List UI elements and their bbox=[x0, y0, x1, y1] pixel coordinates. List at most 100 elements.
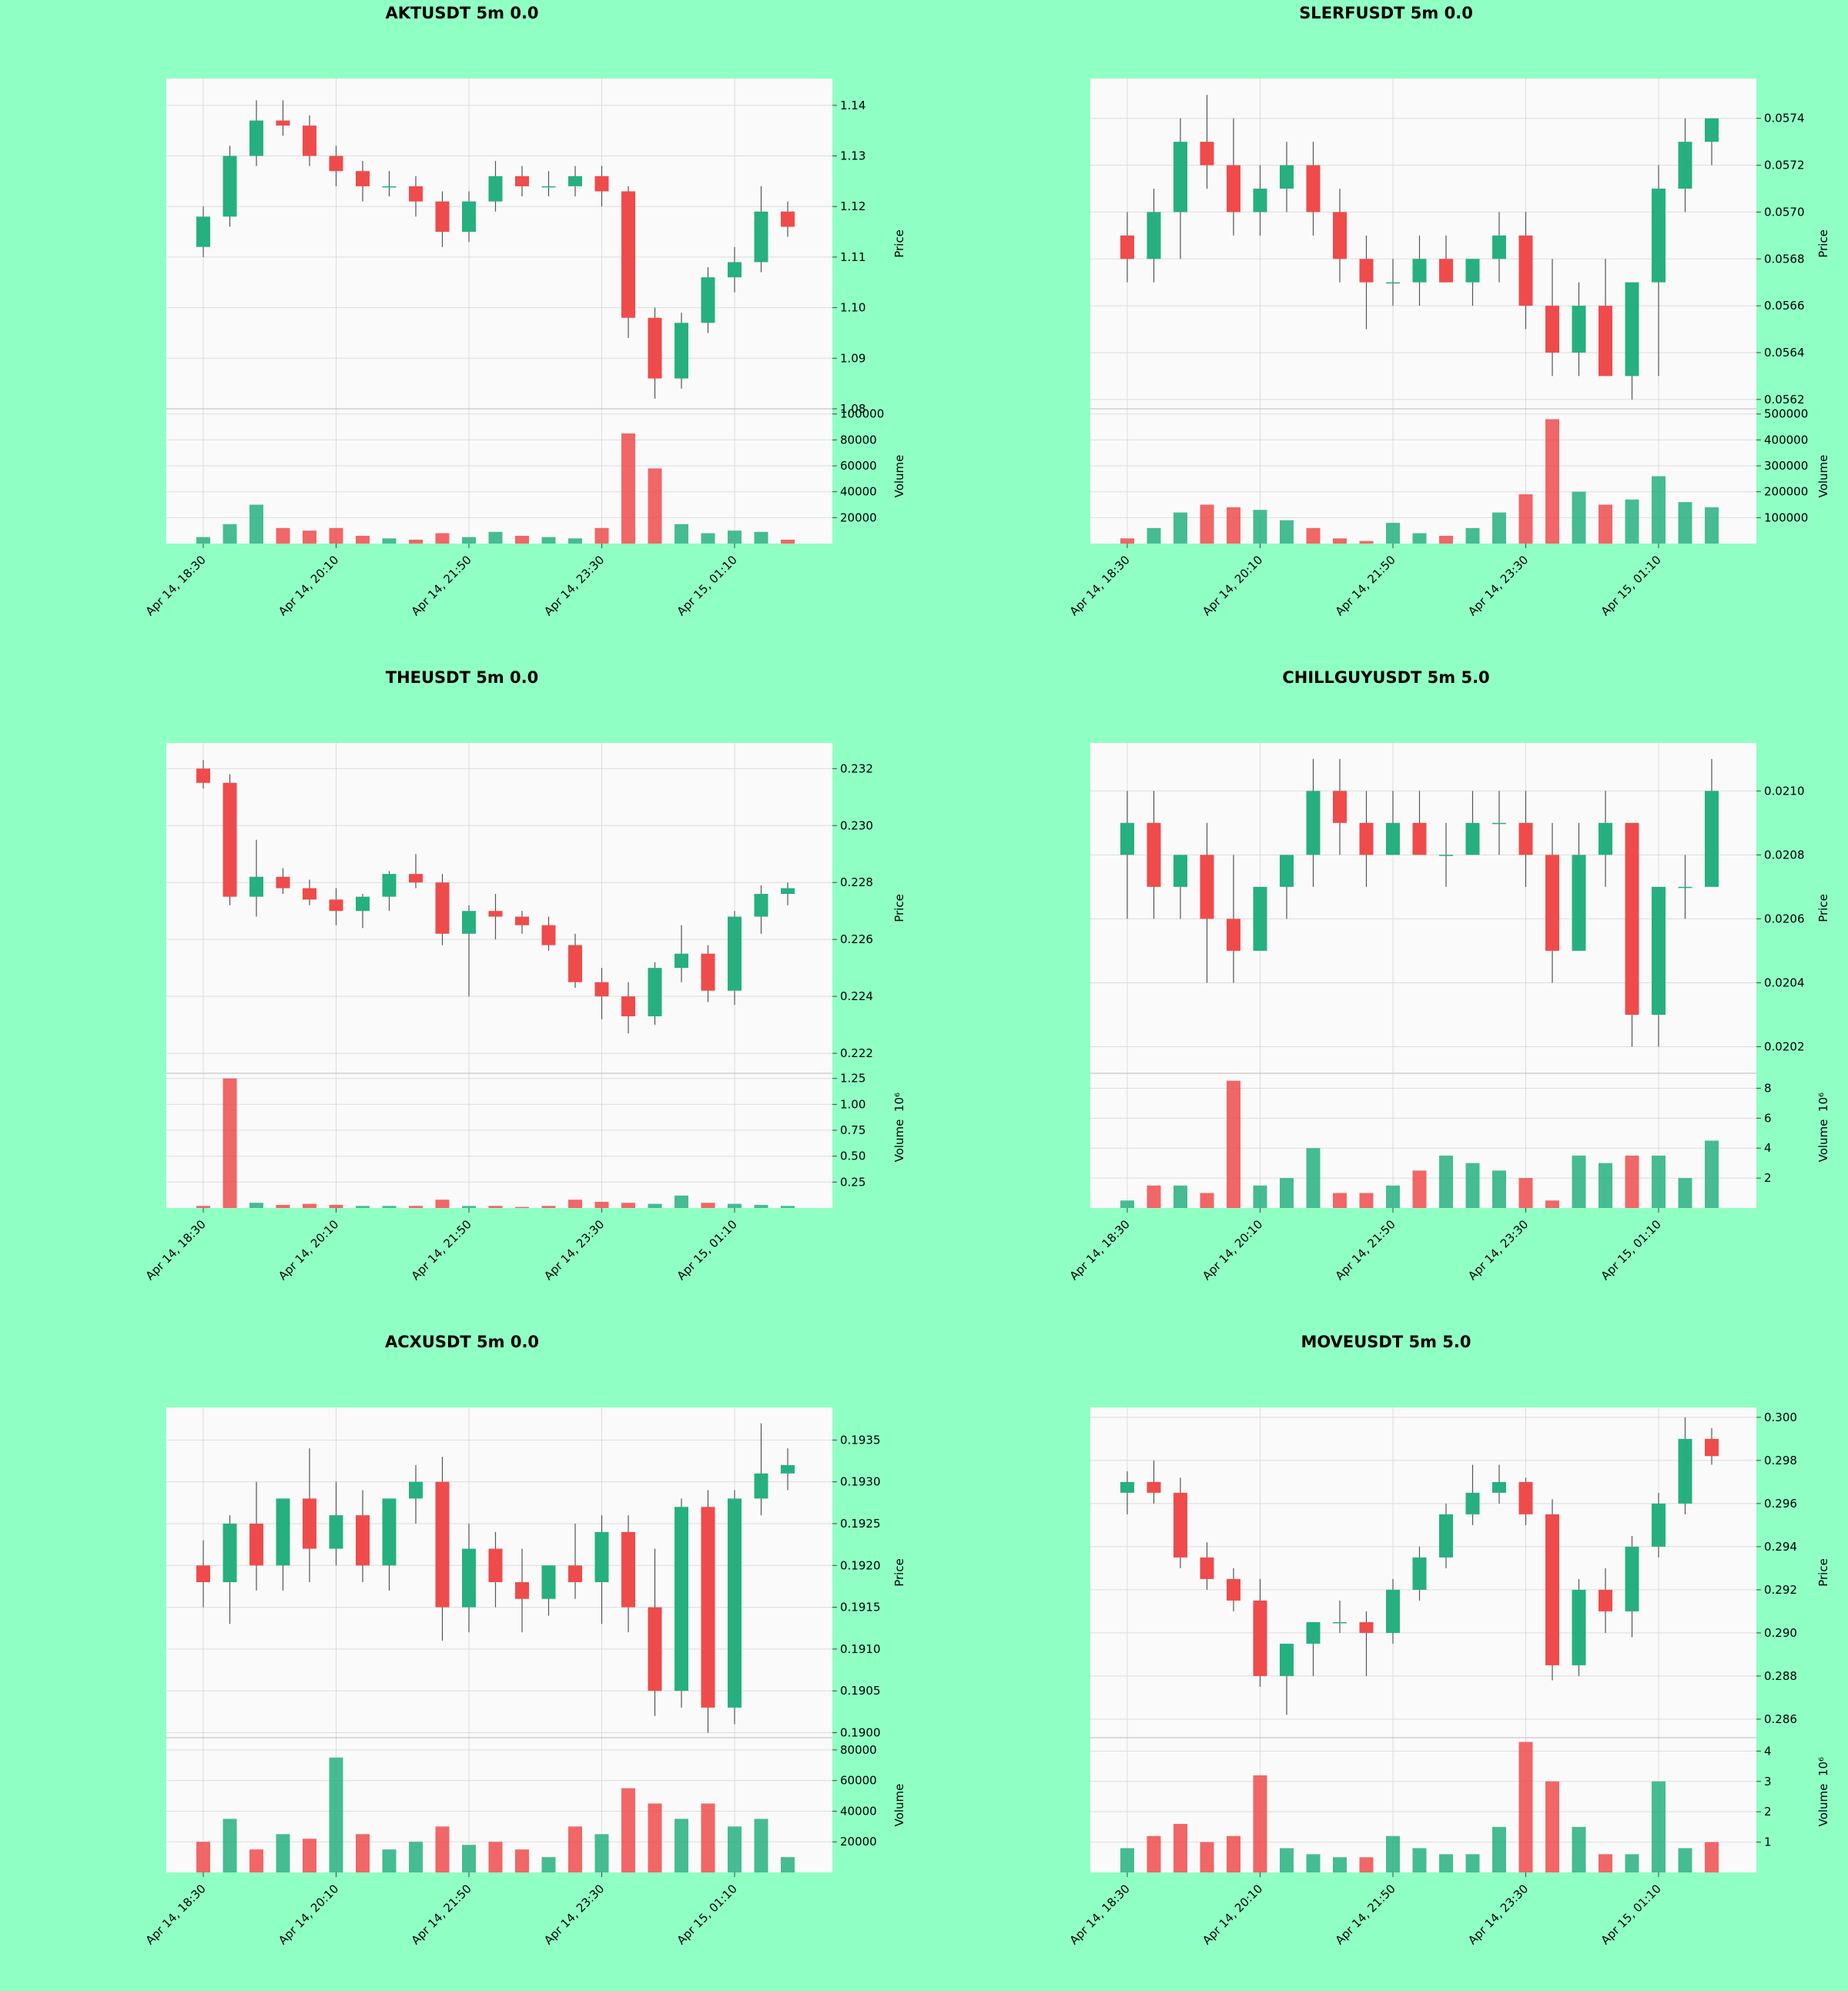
candle-body bbox=[701, 277, 715, 323]
chart-panel: MOVEUSDT 5m 5.0 Apr 14, 18:30 Apr 14, 20:1… bbox=[1067, 1333, 1830, 1947]
volume-scale-label: 10⁶ bbox=[892, 1093, 906, 1112]
candle-body bbox=[1439, 855, 1453, 856]
volume-bar bbox=[701, 533, 715, 544]
volume-tick-label: 4 bbox=[1764, 1744, 1772, 1758]
volume-bar bbox=[1253, 1185, 1267, 1208]
chart-panel: ACXUSDT 5m 0.0 Apr 14, 18:30 Apr 14, 20:10… bbox=[143, 1333, 906, 1947]
volume-tick-label: 40000 bbox=[840, 1804, 877, 1818]
volume-bar bbox=[196, 537, 210, 544]
candle-body bbox=[249, 120, 263, 156]
volume-bar bbox=[648, 1203, 662, 1208]
candle-body bbox=[1625, 822, 1639, 1016]
candle-body bbox=[1120, 235, 1134, 259]
volume-tick-label: 300000 bbox=[1764, 459, 1808, 473]
volume-bar bbox=[594, 527, 609, 544]
y-axis-label: Price bbox=[892, 1558, 906, 1587]
candle-body bbox=[1599, 306, 1612, 376]
volume-bar bbox=[1333, 1193, 1347, 1208]
volume-bar bbox=[594, 1201, 609, 1208]
volume-bar bbox=[409, 539, 423, 544]
volume-bar bbox=[1492, 512, 1506, 544]
plot-background bbox=[1090, 1407, 1756, 1872]
candle-body bbox=[515, 916, 529, 925]
y-tick-label: 1.09 bbox=[840, 351, 865, 365]
x-tick-label: Apr 15, 01:10 bbox=[1599, 1882, 1664, 1947]
chart-title: CHILLGUYUSDT 5m 5.0 bbox=[1282, 668, 1489, 687]
candle-body bbox=[1147, 212, 1161, 259]
volume-bar bbox=[781, 1206, 795, 1208]
candle-body bbox=[1200, 855, 1214, 919]
y-tick-label: 0.294 bbox=[1764, 1540, 1797, 1554]
volume-bar bbox=[1386, 1835, 1400, 1872]
volume-bar bbox=[1173, 1185, 1187, 1208]
volume-bar bbox=[1386, 1185, 1400, 1208]
y-tick-label: 0.288 bbox=[1764, 1669, 1797, 1683]
y-tick-label: 0.0562 bbox=[1764, 393, 1805, 407]
volume-bar bbox=[1545, 1781, 1559, 1872]
volume-bar bbox=[1253, 510, 1267, 544]
volume-bar bbox=[701, 1203, 715, 1208]
candle-body bbox=[276, 120, 290, 126]
candle-body bbox=[1705, 791, 1719, 887]
y-axis-label: Price bbox=[892, 229, 906, 258]
volume-bar bbox=[568, 538, 582, 544]
candle-body bbox=[1492, 1481, 1506, 1493]
candle-body bbox=[1599, 822, 1612, 855]
volume-bar bbox=[675, 1195, 688, 1208]
volume-tick-label: 500000 bbox=[1764, 407, 1808, 421]
y-tick-label: 1.10 bbox=[840, 301, 865, 315]
y-tick-label: 1.14 bbox=[840, 99, 865, 112]
volume-bar bbox=[356, 1206, 370, 1208]
volume-bar bbox=[1280, 1848, 1294, 1872]
candle-body bbox=[1253, 1600, 1267, 1676]
x-tick-label: Apr 14, 21:50 bbox=[1333, 1217, 1398, 1283]
y-tick-label: 0.226 bbox=[840, 932, 873, 946]
plot-background bbox=[166, 1407, 832, 1872]
candle-body bbox=[223, 782, 237, 897]
volume-axis-label: Volume bbox=[1816, 1784, 1830, 1827]
y-axis-label: Price bbox=[1816, 1558, 1830, 1587]
candle-body bbox=[621, 996, 635, 1017]
volume-tick-label: 3 bbox=[1764, 1775, 1772, 1789]
volume-tick-label: 20000 bbox=[840, 510, 877, 524]
volume-bar bbox=[1439, 1854, 1453, 1872]
volume-bar bbox=[462, 1206, 476, 1208]
plot-background bbox=[166, 79, 832, 544]
x-tick-label: Apr 14, 20:10 bbox=[276, 1217, 341, 1283]
candle-body bbox=[1120, 822, 1134, 855]
volume-axis-label: Volume bbox=[1816, 1119, 1830, 1163]
candle-body bbox=[1678, 1438, 1692, 1504]
volume-bar bbox=[1120, 1848, 1134, 1872]
candle-body bbox=[594, 982, 609, 997]
volume-bar bbox=[754, 531, 768, 544]
volume-bar bbox=[1705, 1842, 1719, 1872]
volume-bar bbox=[249, 504, 263, 544]
volume-bar bbox=[223, 1078, 237, 1208]
volume-tick-label: 80000 bbox=[840, 1743, 877, 1757]
y-tick-label: 0.1905 bbox=[840, 1684, 881, 1698]
candle-body bbox=[1625, 1546, 1639, 1611]
volume-bar bbox=[675, 524, 688, 544]
candle-body bbox=[1465, 259, 1480, 283]
volume-bar bbox=[1678, 1178, 1692, 1208]
candle-body bbox=[621, 191, 635, 318]
candle-body bbox=[675, 1507, 688, 1692]
candle-body bbox=[1120, 1481, 1134, 1493]
chart-panel: THEUSDT 5m 0.0 Apr 14, 18:30 Apr 14, 20:10… bbox=[143, 668, 906, 1283]
candle-body bbox=[1572, 855, 1586, 951]
volume-scale-label: 10⁶ bbox=[1816, 1093, 1830, 1112]
candle-body bbox=[1625, 282, 1639, 376]
volume-bar bbox=[435, 1200, 450, 1208]
candle-body bbox=[1359, 259, 1374, 283]
volume-bar bbox=[1359, 1193, 1374, 1208]
volume-tick-label: 4 bbox=[1764, 1141, 1772, 1155]
x-tick-label: Apr 14, 23:30 bbox=[541, 553, 607, 618]
candle-body bbox=[1439, 1514, 1453, 1558]
volume-bar bbox=[621, 433, 635, 544]
candle-body bbox=[781, 211, 795, 227]
candle-body bbox=[196, 1565, 210, 1582]
candle-body bbox=[223, 156, 237, 217]
volume-bar bbox=[1465, 1163, 1480, 1208]
volume-bar bbox=[1625, 499, 1639, 544]
candle-body bbox=[1652, 1503, 1666, 1547]
